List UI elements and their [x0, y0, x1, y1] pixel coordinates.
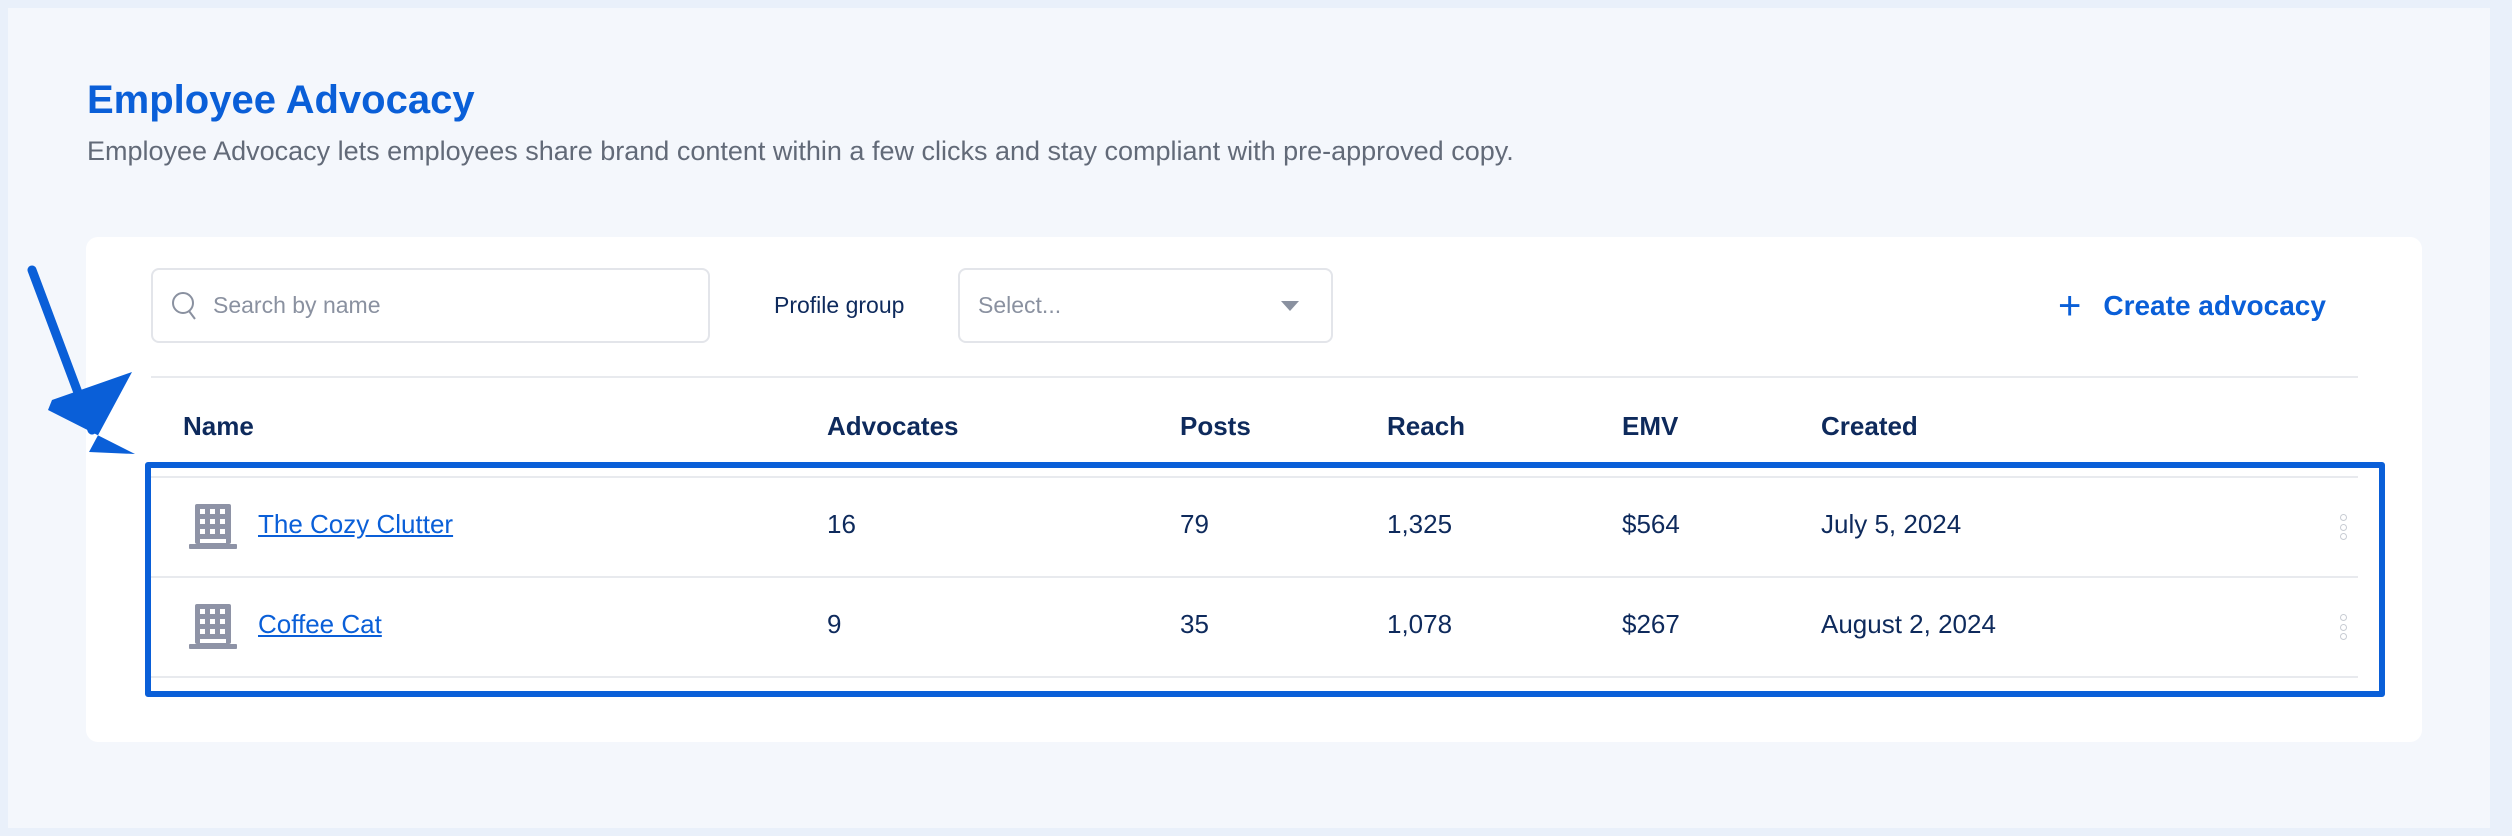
page-subtitle: Employee Advocacy lets employees share b…: [87, 136, 1514, 166]
emv-cell: $564: [1622, 509, 1680, 539]
search-icon: [172, 291, 196, 320]
advocacy-card: [86, 237, 2422, 742]
column-header-name[interactable]: Name: [183, 411, 254, 441]
profile-group-select[interactable]: Select...: [958, 268, 1333, 343]
divider: [151, 376, 2358, 378]
kebab-icon[interactable]: [2337, 514, 2349, 540]
emv-cell: $267: [1622, 609, 1680, 639]
highlight-box: [145, 462, 2385, 697]
advocates-cell: 9: [827, 609, 842, 639]
arrow-annotation-icon: [27, 265, 135, 454]
building-icon: [189, 604, 237, 649]
row-divider: [151, 676, 2358, 678]
created-cell: July 5, 2024: [1821, 509, 1962, 539]
column-header-created[interactable]: Created: [1821, 411, 1918, 441]
chevron-down-icon: [1281, 300, 1299, 311]
building-icon: [189, 504, 237, 549]
search-input[interactable]: [213, 292, 653, 319]
create-advocacy-label: Create advocacy: [2103, 290, 2326, 321]
profile-group-label: Profile group: [774, 292, 905, 318]
plus-icon: +: [2058, 284, 2082, 328]
kebab-icon[interactable]: [2337, 614, 2349, 640]
profile-group-value: Select...: [978, 292, 1062, 318]
advocates-cell: 16: [827, 509, 856, 539]
search-field[interactable]: [151, 268, 710, 343]
advocacy-name-link[interactable]: Coffee Cat: [258, 609, 382, 639]
column-header-reach[interactable]: Reach: [1387, 411, 1466, 441]
posts-cell: 35: [1180, 609, 1209, 639]
reach-cell: 1,325: [1387, 509, 1453, 539]
page-title: Employee Advocacy: [87, 78, 475, 122]
column-header-posts[interactable]: Posts: [1180, 411, 1251, 441]
reach-cell: 1,078: [1387, 609, 1453, 639]
row-divider: [151, 576, 2358, 578]
created-cell: August 2, 2024: [1821, 609, 1996, 639]
advocacy-name-link[interactable]: The Cozy Clutter: [258, 509, 454, 539]
column-header-advocates[interactable]: Advocates: [827, 411, 959, 441]
posts-cell: 79: [1180, 509, 1209, 539]
row-divider: [151, 476, 2358, 478]
create-advocacy-button[interactable]: + Create advocacy: [2058, 286, 2326, 326]
column-header-emv[interactable]: EMV: [1622, 411, 1679, 441]
